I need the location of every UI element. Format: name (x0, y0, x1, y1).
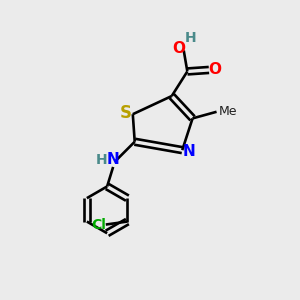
Text: Cl: Cl (92, 218, 106, 232)
Text: O: O (172, 40, 185, 56)
Text: S: S (120, 104, 132, 122)
Text: H: H (96, 153, 107, 167)
Text: H: H (184, 31, 196, 45)
Text: Me: Me (219, 105, 237, 118)
Text: N: N (182, 144, 195, 159)
Text: O: O (208, 62, 221, 77)
Text: N: N (107, 152, 119, 167)
